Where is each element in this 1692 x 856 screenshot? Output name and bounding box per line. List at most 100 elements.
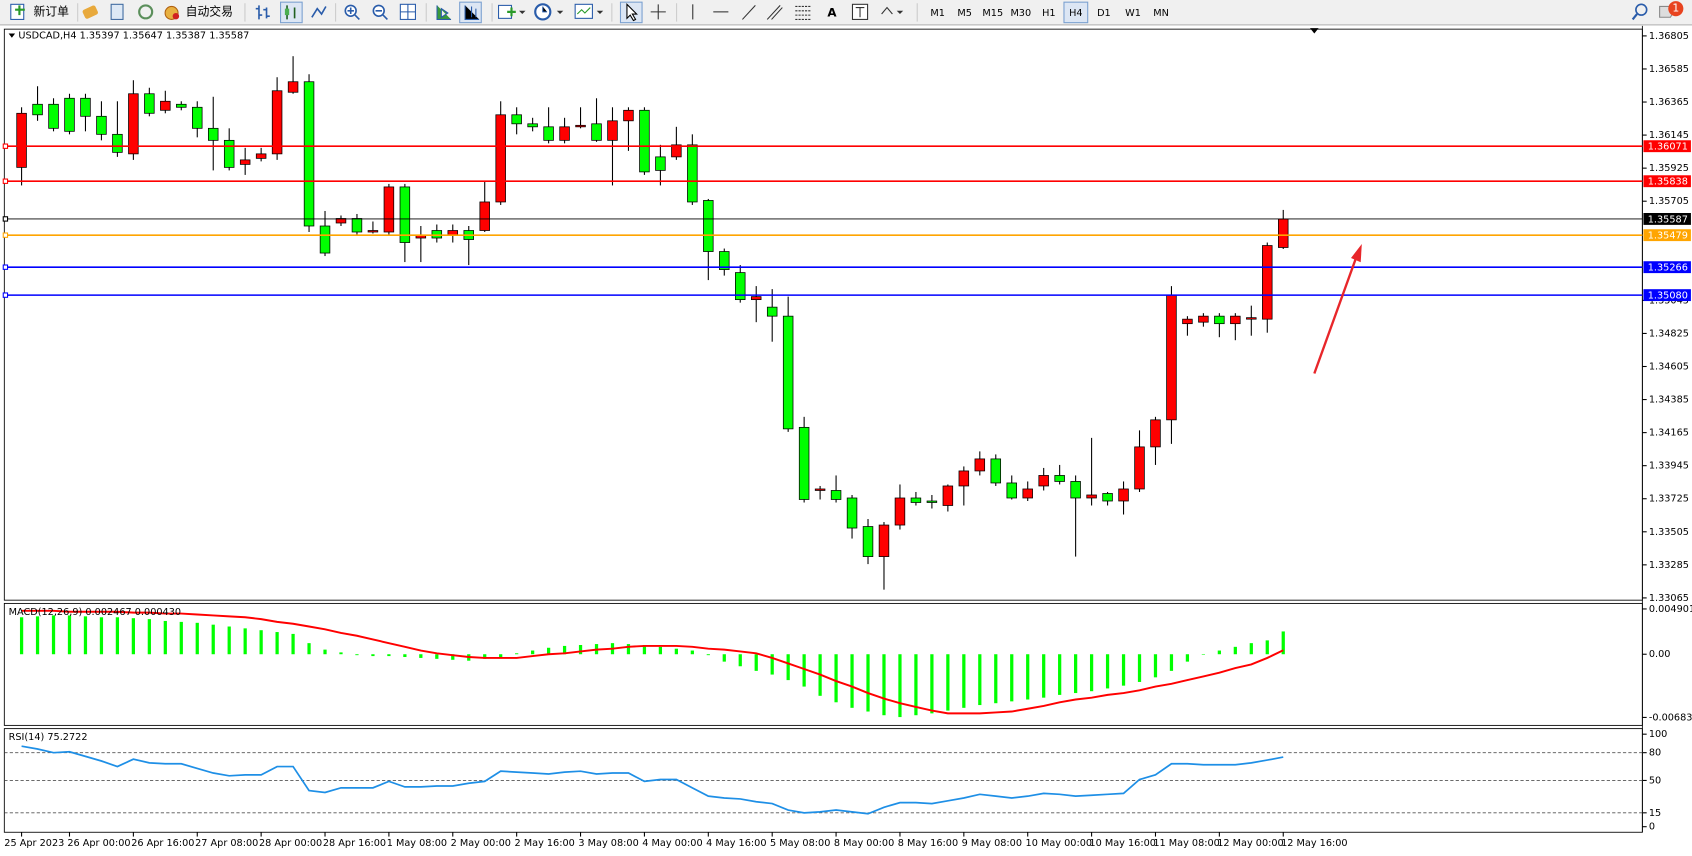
macd-bar bbox=[850, 654, 854, 708]
zoom-in-glyph bbox=[347, 7, 360, 21]
text-tool[interactable]: A bbox=[827, 5, 837, 19]
candle-body bbox=[128, 93, 139, 155]
history-icon[interactable] bbox=[82, 5, 99, 20]
candle-body bbox=[1054, 475, 1065, 482]
signal-line bbox=[21, 609, 1284, 715]
macd-bar bbox=[962, 654, 966, 708]
macd-bar bbox=[1265, 640, 1269, 655]
bar-chart-icon[interactable] bbox=[255, 5, 270, 20]
x-tick-label: 4 May 16:00 bbox=[706, 838, 766, 849]
dropdown-arrow bbox=[596, 10, 604, 15]
macd-bar bbox=[578, 644, 583, 655]
search-handle bbox=[1631, 13, 1638, 21]
y-tick-label: 1.36805 bbox=[1649, 31, 1689, 42]
chart-shift-icon[interactable] bbox=[464, 5, 480, 20]
price-label: 1.35587 bbox=[1648, 214, 1688, 225]
trendline-tool[interactable] bbox=[742, 5, 756, 20]
rsi-line bbox=[21, 745, 1284, 815]
macd-bar bbox=[35, 616, 40, 655]
timeframe-button[interactable]: M5 bbox=[957, 8, 972, 19]
macd-bar bbox=[531, 650, 535, 655]
timeframe-button[interactable]: H1 bbox=[1042, 8, 1055, 19]
y-tick-label: 1.33505 bbox=[1649, 527, 1689, 538]
macd-bar bbox=[371, 654, 375, 657]
macd-bar bbox=[1010, 654, 1014, 702]
timeframe-button[interactable]: MN bbox=[1153, 8, 1169, 19]
navigator-icon[interactable] bbox=[110, 3, 124, 20]
macd-bar bbox=[99, 617, 104, 655]
price-label-bg bbox=[1643, 229, 1691, 242]
macd-bar bbox=[387, 654, 391, 657]
candle-body bbox=[287, 81, 299, 93]
selected-tool-bg bbox=[280, 1, 303, 24]
macd-bar bbox=[1185, 654, 1190, 662]
x-tick-label: 12 May 16:00 bbox=[1281, 838, 1348, 849]
candle-body bbox=[607, 120, 618, 141]
candle-body bbox=[335, 218, 347, 224]
line-anchor bbox=[2, 232, 9, 238]
channel-tool[interactable] bbox=[766, 5, 783, 20]
candle-body bbox=[32, 103, 43, 116]
timeframe-button[interactable]: M30 bbox=[1010, 8, 1031, 19]
y-tick-label: 15 bbox=[1649, 808, 1661, 819]
candle-body bbox=[511, 114, 522, 125]
candle-body bbox=[910, 497, 922, 503]
macd-bar bbox=[1153, 654, 1158, 678]
search-icon[interactable] bbox=[1635, 3, 1648, 16]
macd-bar bbox=[339, 652, 343, 655]
line-chart-icon[interactable] bbox=[311, 6, 327, 18]
candle-body bbox=[207, 127, 219, 141]
macd-bar bbox=[211, 624, 215, 655]
dropdown-arrow bbox=[519, 10, 526, 15]
autoscroll-icon[interactable] bbox=[436, 5, 452, 20]
notification-badge[interactable] bbox=[1668, 1, 1684, 17]
timeframe-button[interactable]: M1 bbox=[930, 8, 945, 19]
timeframe-button[interactable]: D1 bbox=[1097, 8, 1111, 19]
toolbar-button[interactable]: 新订单 bbox=[33, 4, 69, 18]
price-label: 1.35838 bbox=[1648, 177, 1688, 188]
arrows-tool[interactable] bbox=[881, 6, 893, 15]
cursor-icon[interactable] bbox=[626, 3, 638, 22]
fibo-tool[interactable] bbox=[795, 5, 811, 20]
macd-bar bbox=[131, 618, 135, 655]
candle-body bbox=[894, 497, 906, 526]
timeframe-button[interactable]: H4 bbox=[1069, 8, 1082, 19]
macd-bar bbox=[1026, 654, 1030, 700]
macd-bar bbox=[1137, 654, 1142, 682]
macd-bar bbox=[706, 654, 710, 656]
macd-bar bbox=[499, 654, 503, 658]
macd-bar bbox=[323, 649, 327, 655]
macd-bar bbox=[355, 654, 359, 656]
y-tick-label: 1.35925 bbox=[1649, 163, 1689, 174]
candle-body bbox=[687, 144, 698, 203]
indicator-title: MACD(12,26,9) 0.002467 0.000430 bbox=[9, 607, 181, 618]
candle-body bbox=[942, 485, 954, 506]
macd-bar bbox=[1281, 631, 1285, 655]
timeframe-button[interactable]: M15 bbox=[982, 8, 1003, 19]
signal-icon[interactable] bbox=[138, 4, 154, 20]
candle-body bbox=[112, 133, 123, 153]
candle-body bbox=[735, 272, 746, 301]
candle-body bbox=[495, 114, 506, 203]
line-anchor bbox=[2, 292, 9, 298]
new-order-icon[interactable] bbox=[10, 3, 25, 20]
crosshair-icon[interactable] bbox=[650, 4, 666, 20]
macd-bar bbox=[1042, 654, 1046, 698]
shift-marker[interactable] bbox=[1310, 28, 1319, 34]
macd-bar bbox=[451, 654, 455, 660]
y-tick-label: 1.36365 bbox=[1649, 97, 1689, 108]
y-tick-label: -0.006838 bbox=[1649, 712, 1692, 723]
candle-body bbox=[958, 470, 970, 487]
price-label: 1.35266 bbox=[1648, 263, 1688, 274]
candle-body bbox=[1022, 488, 1033, 499]
macd-bar bbox=[1074, 654, 1078, 694]
timeframe-button[interactable]: W1 bbox=[1125, 8, 1141, 19]
y-tick-label: 1.36145 bbox=[1649, 130, 1689, 141]
symbol-menu-triangle[interactable] bbox=[8, 33, 16, 38]
dropdown-arrow bbox=[556, 10, 564, 15]
toolbar-button[interactable]: 自动交易 bbox=[186, 4, 233, 18]
macd-bar bbox=[642, 644, 647, 655]
y-tick-label: 1.34605 bbox=[1649, 362, 1689, 373]
candle-body bbox=[591, 123, 602, 141]
candle-body bbox=[399, 186, 411, 243]
